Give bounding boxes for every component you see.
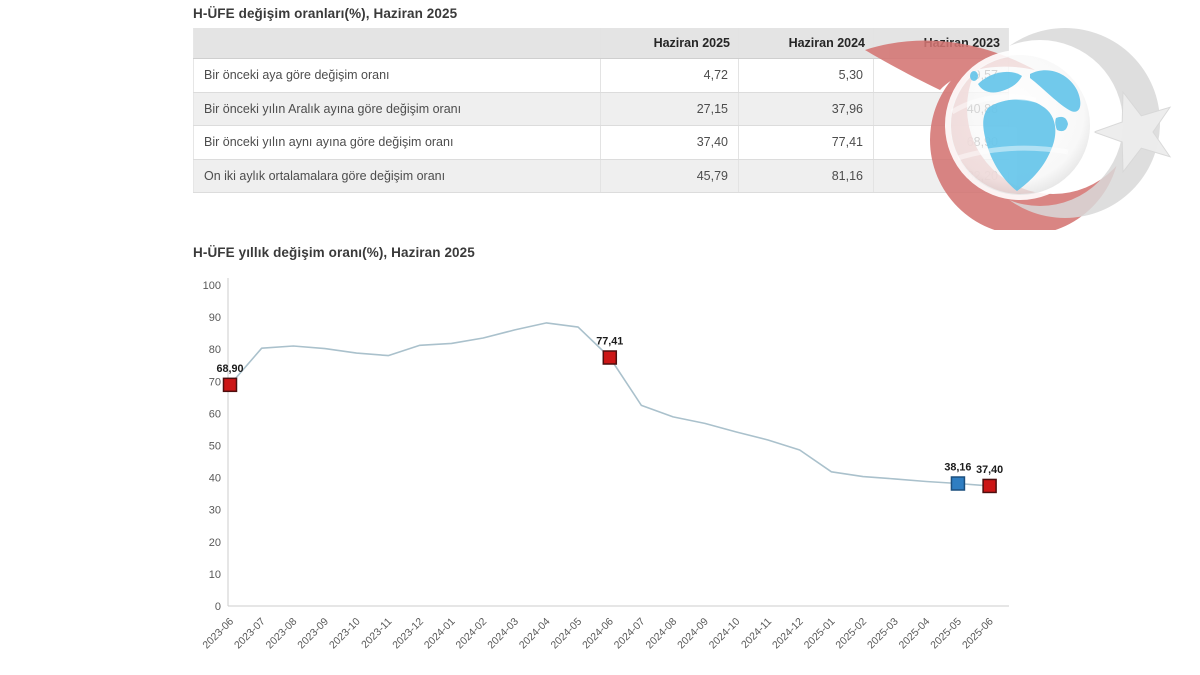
x-tick-label: 2024-05 [549,616,585,652]
x-tick-label: 2023-07 [232,616,268,652]
row-label: Bir önceki yılın Aralık ayına göre değiş… [193,92,601,126]
y-tick-label: 0 [215,601,221,613]
y-tick-label: 100 [203,280,221,292]
x-tick-label: 2024-11 [739,616,774,651]
cell-value: 37,40 [600,125,739,160]
x-tick-label: 2025-06 [960,616,996,652]
cell-value: 81,16 [738,159,874,193]
cell-value: 5,30 [738,58,874,93]
y-tick-label: 80 [209,344,221,356]
y-tick-label: 40 [209,473,221,485]
row-label: Bir önceki aya göre değişim oranı [193,58,601,93]
star-icon [1092,90,1172,174]
header-haziran-2025: Haziran 2025 [600,28,739,59]
x-tick-label: 2024-01 [422,616,458,652]
x-tick-label: 2024-10 [707,616,743,652]
summary-table: Haziran 2025 Haziran 2024 Haziran 2023 B… [193,28,1009,193]
y-tick-label: 90 [209,312,221,324]
x-tick-label: 2024-02 [454,616,490,652]
x-tick-label: 2024-09 [675,616,711,652]
data-point-label: 38,16 [944,462,971,474]
cell-value: 77,41 [738,125,874,160]
header-empty [193,28,601,59]
x-tick-label: 2024-04 [517,616,553,652]
x-tick-label: 2023-10 [327,616,363,652]
chart-title: H-ÜFE yıllık değişim oranı(%), Haziran 2… [193,245,475,260]
y-tick-label: 10 [209,569,221,581]
table-row: Bir önceki aya göre değişim oranı 4,72 5… [193,58,1009,93]
row-label: On iki aylık ortalamalara göre değişim o… [193,159,601,193]
globe-crescent-star-watermark [865,28,1172,230]
x-tick-label: 2025-04 [897,616,933,652]
y-tick-label: 60 [209,408,221,420]
data-point-label: 68,90 [216,363,243,375]
data-point-label: 37,40 [976,464,1003,476]
x-tick-label: 2025-03 [865,616,901,652]
header-haziran-2024: Haziran 2024 [738,28,874,59]
x-tick-label: 2024-08 [643,616,679,652]
data-point-marker-2025-06 [982,478,997,494]
x-tick-label: 2025-01 [802,616,838,652]
data-point-marker-2025-05 [950,476,966,491]
x-tick-label: 2024-03 [485,616,521,652]
x-tick-label: 2023-06 [200,616,236,652]
x-tick-label: 2024-07 [612,616,648,652]
data-point-marker-2024-06 [602,350,618,365]
x-tick-label: 2023-12 [390,616,426,652]
table-title: H-ÜFE değişim oranları(%), Haziran 2025 [193,6,458,21]
x-tick-label: 2024-06 [580,616,616,652]
x-tick-label: 2024-12 [770,616,806,652]
row-label: Bir önceki yılın aynı ayına göre değişim… [193,125,601,160]
data-point-marker-2023-06 [222,377,238,393]
globe-landmasses [970,70,1081,191]
data-point-label: 77,41 [596,336,623,348]
annual-change-line-chart: 01020304050607080901002023-062023-072023… [200,278,1009,652]
cell-value: 45,79 [600,159,739,193]
y-tick-label: 50 [209,441,221,453]
x-tick-label: 2025-02 [833,616,869,652]
x-tick-label: 2023-09 [295,616,331,652]
globe-icon [945,50,1095,200]
y-tick-label: 20 [209,537,221,549]
y-tick-label: 30 [209,505,221,517]
x-tick-label: 2023-11 [359,616,394,651]
cell-value: 37,96 [738,92,874,126]
cell-value: 4,72 [600,58,739,93]
x-tick-label: 2023-08 [264,616,300,652]
x-tick-label: 2025-05 [928,616,964,652]
y-tick-label: 70 [209,376,221,388]
cell-value: 27,15 [600,92,739,126]
